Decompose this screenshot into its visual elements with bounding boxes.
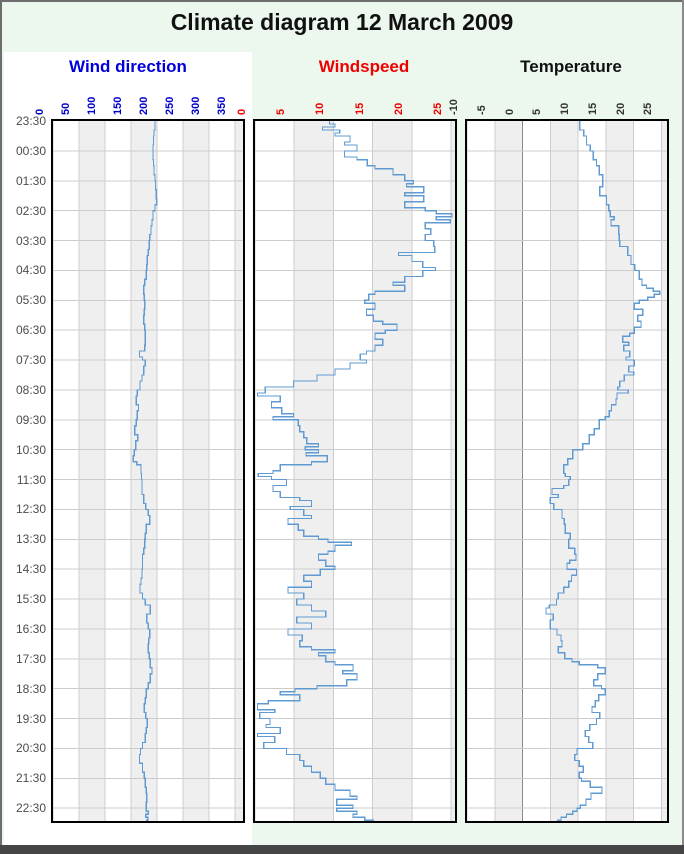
time-label: 14:30 [15,562,46,577]
frame-top-border [0,0,684,2]
time-label: 15:30 [15,592,46,607]
windspeed-plot-frame [253,119,457,823]
temperature-series-line [545,121,661,821]
time-label: 22:30 [15,801,46,816]
time-label: 12:30 [15,502,46,517]
time-label: 11:30 [16,472,46,487]
windspeed-title: Windspeed [318,57,410,76]
time-label: 13:30 [15,532,46,547]
wind-direction-series-line [132,121,158,821]
wind-direction-x-tick-label: 100 [86,96,99,115]
wind-direction-x-tick-label: 350 [216,96,229,115]
temperature-x-tick-label: 5 [531,108,544,115]
frame-right-border [682,0,684,854]
wind-direction-x-tick-label: 150 [112,96,125,115]
frame-left-border [0,0,2,854]
wind-direction-x-tick-label: 50 [60,102,73,115]
wind-direction-x-tick-label: 250 [164,96,177,115]
windspeed-x-tick-label: 10 [314,102,327,115]
frame-bottom-bar [0,845,684,854]
wind-direction-plot [53,121,243,821]
time-label: 00:30 [15,143,46,158]
time-label: 02:30 [15,203,46,218]
time-label: 20:30 [15,741,46,756]
windspeed-series-line [256,121,453,821]
temperature-x-tick-label: 0 [503,108,516,115]
time-label: 17:30 [15,651,46,666]
time-label: 10:30 [15,442,46,457]
windspeed-x-tick-label: 15 [353,102,366,115]
time-label: 05:30 [15,293,46,308]
wind-direction-plot-frame [51,119,245,823]
windspeed-x-tick-label: 0 [236,108,248,115]
time-label: 23:30 [15,114,46,128]
windspeed-plot [255,121,455,821]
temperature-title: Temperature [520,57,622,76]
temperature-plot [467,121,667,821]
wind-direction-x-tick-label: 200 [138,96,151,115]
time-label: 07:30 [15,353,46,367]
wind-direction-x-tick-label: 0 [34,108,46,115]
time-label: 06:30 [15,323,46,338]
temperature-x-tick-label: 10 [559,102,572,115]
time-label: 21:30 [15,771,46,786]
temperature-x-tick-label: 25 [642,102,655,115]
time-label: 19:30 [15,711,46,726]
time-label: 16:30 [15,621,46,636]
page-title: Climate diagram 12 March 2009 [170,9,514,35]
time-label: 18:30 [15,681,46,696]
time-label: 03:30 [15,233,46,248]
windspeed-x-tick-label: 25 [432,102,445,115]
time-label: 01:30 [15,173,46,188]
wind-direction-title: Wind direction [69,57,187,76]
time-label: 08:30 [15,382,46,397]
temperature-plot-frame [465,119,669,823]
temperature-x-tick-label: -10 [448,99,460,115]
time-label: 04:30 [15,263,46,278]
windspeed-x-tick-label: 5 [275,108,288,115]
temperature-x-tick-label: 20 [614,102,627,115]
windspeed-x-tick-label: 20 [392,102,405,115]
wind-direction-x-tick-label: 300 [190,96,203,115]
temperature-x-tick-label: -5 [475,105,488,115]
temperature-x-tick-label: 15 [586,102,599,115]
time-label: 09:30 [15,412,46,427]
